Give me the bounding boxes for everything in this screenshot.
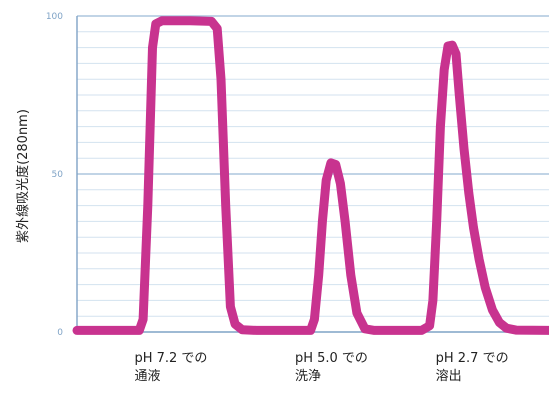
axes: 0 50 100 (46, 12, 549, 338)
x-category-label: 洗浄 (295, 369, 321, 384)
x-category-label: 溶出 (436, 369, 462, 384)
series-line-0 (72, 16, 549, 335)
x-category-label: 通液 (134, 369, 160, 384)
y-tick-label: 50 (52, 170, 64, 180)
x-category-label: pH 2.7 での (436, 351, 509, 366)
x-category-label: pH 7.2 での (134, 351, 207, 366)
y-tick-label: 0 (57, 328, 63, 338)
x-category-label: pH 5.0 での (295, 351, 368, 366)
y-axis-label: 紫外線吸光度(280nm) (15, 109, 31, 243)
grid (77, 15, 549, 317)
series-layer (72, 16, 549, 335)
y-tick-label: 100 (46, 12, 63, 22)
